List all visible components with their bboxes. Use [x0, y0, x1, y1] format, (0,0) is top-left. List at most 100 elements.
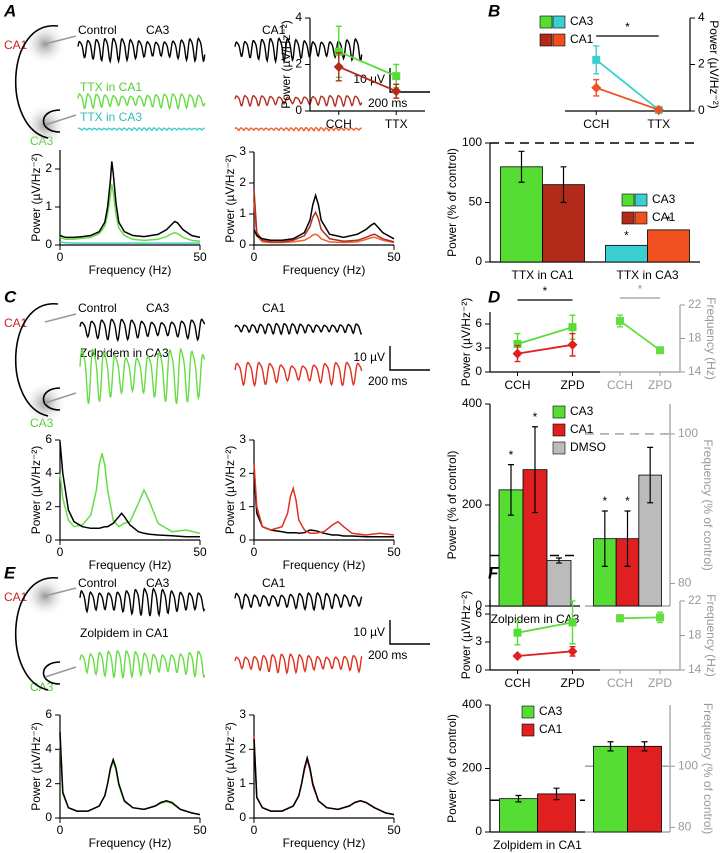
panel-label: CA3 [146, 301, 170, 315]
y-axis-label: Power (µV/Hz⁻²) [29, 722, 43, 811]
significance-mark: * [624, 229, 629, 243]
error-bar [553, 787, 560, 801]
marker [592, 55, 601, 64]
legend-swatch [634, 193, 648, 207]
legend-swatch [539, 33, 553, 47]
y-tick-label: 3 [475, 634, 482, 648]
y-tick-label: 6 [45, 707, 52, 721]
y-tick-label: 2 [45, 161, 52, 175]
lfp-trace [79, 347, 206, 405]
hippocampus-outline [14, 577, 59, 691]
panel-label: 10 µV [353, 350, 385, 364]
y-tick-label: 6 [475, 316, 482, 330]
x-tick-label: ZPD [648, 378, 672, 392]
x-tick-label: 50 [387, 545, 401, 559]
scale-bar [389, 68, 430, 93]
spectrum-line [59, 161, 201, 239]
marker [513, 628, 522, 637]
panel-label: TTX in CA1 [80, 80, 142, 94]
scale-bar [389, 620, 430, 645]
significance-mark: * [543, 284, 548, 298]
x-tick-label: ZPD [561, 378, 585, 392]
y-tick-label: 400 [462, 396, 482, 410]
y-tick-label: 6 [475, 606, 482, 620]
x-tick-label: 0 [57, 545, 64, 559]
error-bar [601, 510, 608, 567]
marker [391, 86, 402, 97]
error-bar [518, 150, 525, 183]
bar [647, 229, 690, 263]
marker [568, 323, 577, 332]
y-tick-label: 0 [45, 532, 52, 546]
panel-letter: B [488, 1, 500, 20]
y-tick-label: 0 [45, 237, 52, 251]
connector-line [338, 65, 397, 93]
error-bar [647, 446, 654, 504]
lfp-trace [79, 587, 206, 618]
bar [593, 745, 628, 833]
y-tick-label: 1 [239, 776, 246, 790]
x-tick-label: TTX [647, 117, 670, 131]
dentate-outline [42, 387, 61, 411]
y-tick-label: 4 [45, 466, 52, 480]
legend-swatch [521, 705, 535, 719]
y-tick-label: 80 [678, 576, 692, 590]
y-axis-label: Power (µV/Hz⁻²) [29, 446, 43, 535]
marker [656, 613, 664, 622]
electrode [44, 313, 77, 323]
y-tick-label: 0 [475, 254, 482, 268]
x-tick-label: 50 [193, 823, 207, 837]
electrode [44, 392, 77, 404]
spectrum-line [253, 192, 395, 242]
panel-letter: F [488, 563, 499, 582]
x-axis-label: Frequency (Hz) [283, 263, 366, 277]
lfp-trace [77, 36, 206, 65]
panel-label: CA1 [262, 576, 286, 590]
y-tick-label: 0 [475, 824, 482, 838]
y-tick-label: 1 [239, 206, 246, 220]
y-tick-label: 0 [45, 810, 52, 824]
y-tick-label: 0 [698, 103, 705, 117]
y-tick-label: 4 [45, 742, 52, 756]
spectrum-line [59, 184, 201, 242]
y-tick-label: 100 [678, 426, 698, 440]
legend-label: CA3 [570, 14, 594, 28]
x-tick-label: 50 [193, 250, 207, 264]
y-tick-label: 2 [45, 499, 52, 513]
y-tick-label: 4 [698, 10, 705, 24]
x-axis-label: Frequency (Hz) [283, 558, 366, 572]
x-tick-label: ZPD [561, 676, 585, 690]
lfp-trace [234, 361, 363, 388]
y-tick-label: 0 [239, 532, 246, 546]
lfp-trace [234, 94, 363, 108]
x-tick-label: TTX in CA3 [616, 268, 678, 282]
error-bar [560, 166, 567, 204]
legend-label: CA1 [570, 422, 594, 436]
x-axis-label: Frequency (Hz) [89, 263, 172, 277]
lfp-trace [234, 653, 363, 675]
significance-mark: * [509, 448, 514, 462]
panel-label: 10 µV [353, 625, 385, 639]
marker [653, 104, 664, 115]
y-axis-label: Frequency (Hz) [704, 297, 718, 380]
y-tick-label: 2 [239, 466, 246, 480]
significance-mark: * [602, 494, 607, 508]
y-tick-label: 2 [698, 57, 705, 71]
connector-line [517, 343, 573, 355]
legend-label: DMSO [570, 440, 606, 454]
y-axis-label: Power (µV/Hz⁻²) [459, 591, 473, 680]
x-tick-label: 0 [251, 823, 258, 837]
legend-label: CA3 [539, 704, 563, 718]
y-axis-label: Power (µV/Hz⁻²) [223, 154, 237, 243]
legend-swatch [621, 211, 635, 225]
x-axis-label: Frequency (Hz) [283, 836, 366, 850]
lfp-trace [77, 92, 206, 111]
y-tick-label: 0 [475, 662, 482, 676]
panel-label: Control [78, 576, 117, 590]
lfp-trace [234, 322, 363, 336]
significance-mark: * [638, 282, 643, 296]
connector-line [595, 59, 660, 111]
marker [567, 646, 578, 657]
